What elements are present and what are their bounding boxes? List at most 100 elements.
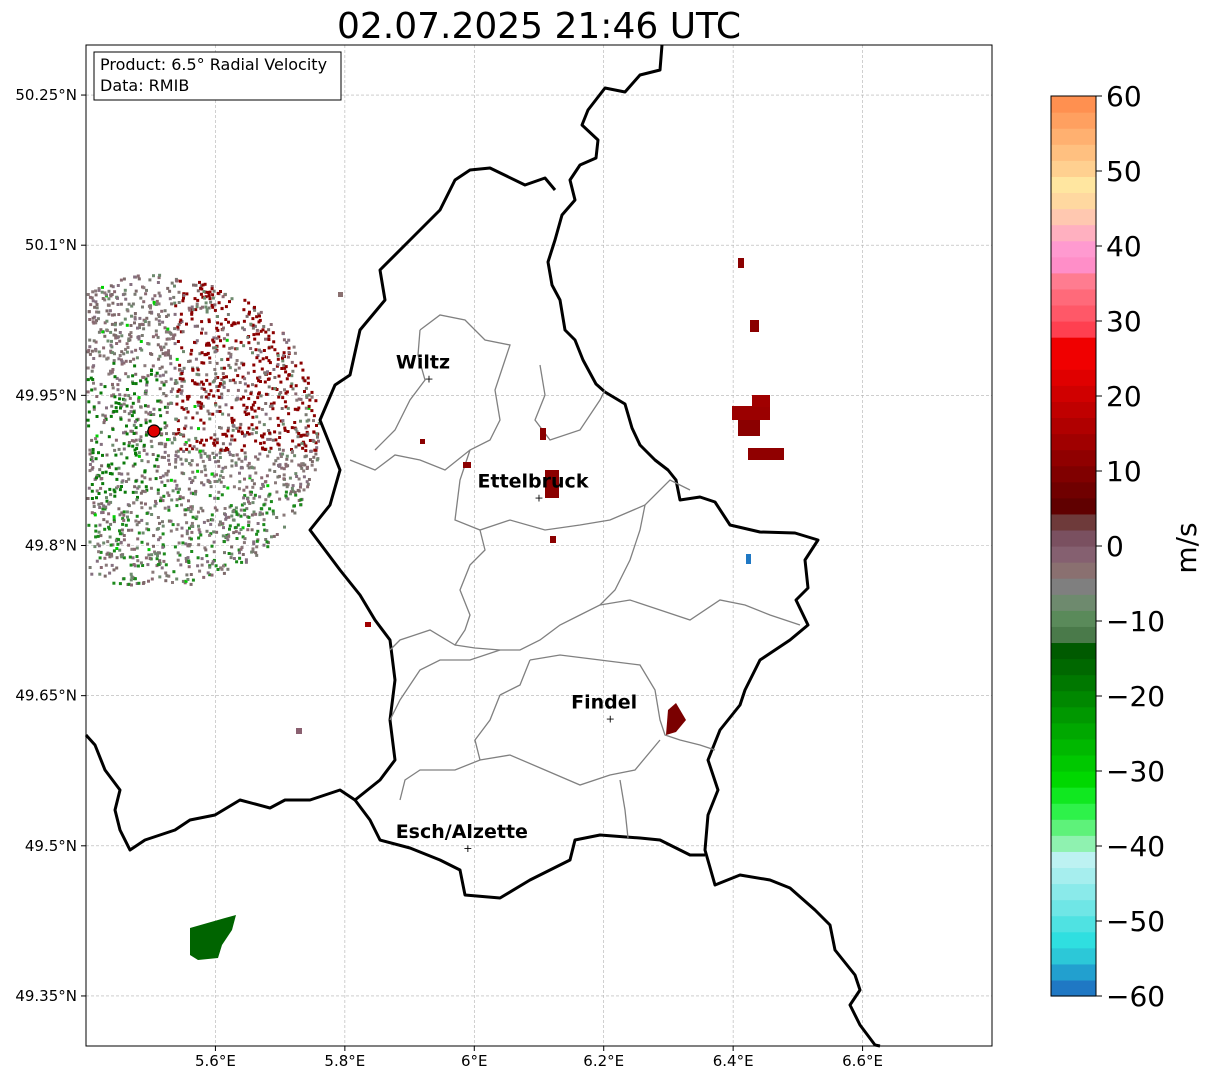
echo-pixel xyxy=(253,337,257,341)
echo-pixel xyxy=(112,313,116,317)
echo-pixel xyxy=(206,519,210,523)
echo-pixel xyxy=(103,414,107,418)
echo-pixel xyxy=(232,531,236,535)
echo-pixel xyxy=(295,475,299,478)
echo-pixel xyxy=(215,326,219,330)
echo-pixel xyxy=(180,534,184,538)
echo-pixel xyxy=(184,424,188,428)
echo-pixel xyxy=(207,412,211,416)
echo-pixel xyxy=(144,404,147,408)
echo-pixel xyxy=(312,419,315,423)
echo-pixel xyxy=(192,492,195,496)
echo-pixel xyxy=(106,339,110,343)
echo-pixel xyxy=(264,480,268,484)
echo-pixel xyxy=(151,335,155,339)
echo-pixel xyxy=(289,490,293,494)
echo-pixel xyxy=(251,427,255,431)
echo-pixel xyxy=(107,501,111,505)
echo-pixel xyxy=(162,494,166,498)
echo-pixel xyxy=(143,476,147,480)
echo-pixel xyxy=(172,432,176,436)
echo-pixel xyxy=(182,350,185,354)
echo-pixel xyxy=(182,366,186,370)
echo-pixel xyxy=(144,433,148,437)
echo-pixel xyxy=(196,368,200,372)
echo-pixel xyxy=(126,309,130,313)
echo-pixel xyxy=(104,563,108,567)
echo-pixel xyxy=(94,524,98,528)
echo-pixel xyxy=(103,556,107,560)
echo-pixel xyxy=(222,540,226,544)
echo-pixel xyxy=(227,450,231,454)
echo-pixel xyxy=(101,482,105,486)
echo-pixel xyxy=(290,459,294,463)
echo-pixel xyxy=(247,515,251,519)
echo-pixel xyxy=(197,524,200,528)
echo-pixel xyxy=(188,526,191,530)
echo-pixel xyxy=(251,550,255,554)
echo-pixel xyxy=(207,392,211,396)
echo-pixel xyxy=(185,521,189,525)
echo-pixel xyxy=(281,354,285,358)
echo-pixel xyxy=(224,513,227,517)
echo-pixel xyxy=(111,368,115,371)
echo-pixel xyxy=(268,450,272,454)
echo-pixel xyxy=(137,396,141,400)
echo-pixel xyxy=(266,377,270,381)
echo-pixel xyxy=(129,410,133,414)
echo-pixel xyxy=(252,482,256,486)
echo-pixel xyxy=(212,441,216,445)
echo-pixel xyxy=(181,377,185,381)
echo-pixel xyxy=(173,438,177,442)
echo-pixel xyxy=(95,395,99,398)
echo-pixel xyxy=(94,349,98,353)
echo-pixel xyxy=(247,500,250,504)
echo-pixel xyxy=(95,303,99,306)
echo-pixel xyxy=(267,346,271,350)
echo-pixel xyxy=(200,386,204,390)
echo-pixel xyxy=(88,463,92,466)
echo-pixel xyxy=(142,443,146,447)
echo-pixel xyxy=(226,486,230,490)
echo-pixel xyxy=(192,283,195,287)
echo-pixel xyxy=(301,401,305,405)
echo-pixel xyxy=(290,360,294,364)
echo-pixel xyxy=(169,529,173,533)
echo-pixel xyxy=(165,473,169,477)
echo-pixel xyxy=(144,502,147,506)
echo-pixel xyxy=(180,471,184,475)
echo-pixel xyxy=(158,536,162,540)
echo-pixel xyxy=(214,403,218,407)
echo-pixel xyxy=(169,331,173,335)
echo-pixel xyxy=(303,390,306,393)
echo-pixel xyxy=(122,277,126,281)
echo-pixel xyxy=(110,339,113,343)
echo-pixel xyxy=(311,438,315,442)
echo-pixel xyxy=(202,427,206,431)
echo-pixel xyxy=(140,540,144,544)
echo-pixel xyxy=(113,494,117,498)
echo-pixel xyxy=(134,431,138,435)
echo-pixel xyxy=(137,454,141,458)
echo-pixel xyxy=(113,448,117,452)
colorbar-segment xyxy=(1051,771,1096,788)
echo-pixel xyxy=(206,396,210,400)
echo-pixel xyxy=(258,314,261,318)
colorbar-segment xyxy=(1051,288,1096,306)
y-tick-label: 50.25°N xyxy=(15,86,77,104)
echo-pixel xyxy=(130,439,134,443)
echo-pixel xyxy=(266,545,270,549)
echo-pixel xyxy=(254,455,258,459)
echo-pixel xyxy=(120,472,124,476)
echo-pixel xyxy=(107,303,111,307)
echo-pixel xyxy=(174,457,178,461)
echo-pixel xyxy=(221,328,225,332)
echo-pixel xyxy=(196,564,200,568)
echo-pixel xyxy=(162,559,166,563)
echo-pixel xyxy=(171,523,175,527)
echo-pixel xyxy=(93,545,97,549)
echo-pixel xyxy=(283,366,287,370)
echo-pixel xyxy=(163,353,167,357)
echo-pixel xyxy=(87,400,91,404)
echo-pixel xyxy=(218,456,222,459)
